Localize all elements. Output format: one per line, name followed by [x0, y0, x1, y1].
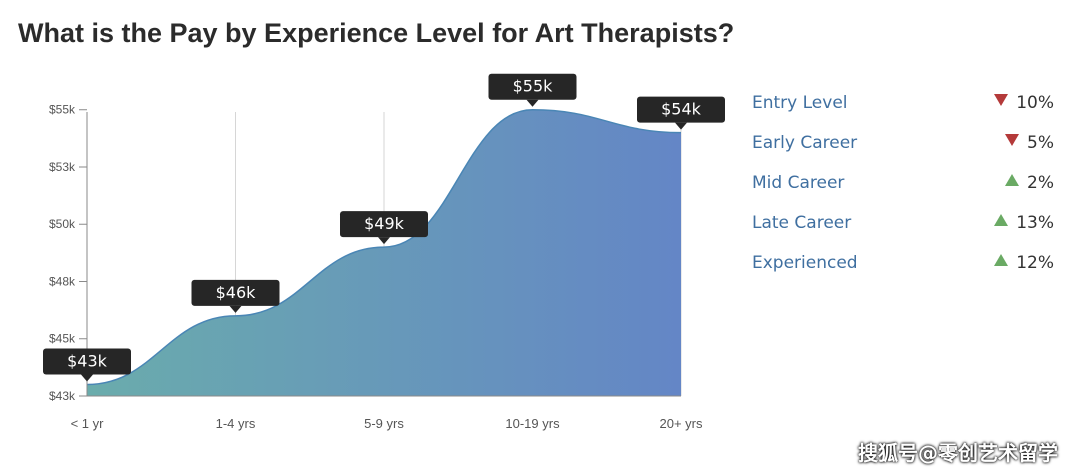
experience-legend: Entry Level 10% Early Career 5% Mid Care… — [752, 90, 1062, 290]
x-tick-label: 20+ yrs — [660, 416, 703, 431]
legend-change: 12% — [994, 253, 1054, 273]
x-tick-label: < 1 yr — [71, 416, 105, 431]
data-label-pointer — [378, 237, 390, 245]
triangle-down-icon — [1005, 134, 1020, 146]
data-label-pointer — [81, 374, 93, 382]
data-label: $54k — [637, 96, 725, 130]
data-label-text: $46k — [216, 283, 257, 302]
area-series — [87, 109, 681, 397]
legend-label[interactable]: Early Career — [752, 133, 858, 153]
data-label: $43k — [43, 348, 131, 382]
pay-area-chart: $43k $45k $48k $50k $53k $55k < 1 yr 1-4 yrs 5-9… — [43, 73, 725, 431]
data-label: $55k — [488, 73, 577, 107]
triangle-up-icon — [994, 254, 1009, 266]
x-tick-label: 10-19 yrs — [505, 416, 560, 431]
triangle-down-icon — [994, 94, 1009, 106]
area-outline — [86, 108, 682, 386]
legend-change: 2% — [1005, 173, 1054, 193]
data-label-text: $49k — [364, 214, 405, 233]
y-tick-label: $55k — [49, 103, 76, 117]
data-label-pointer — [229, 305, 242, 313]
legend-label[interactable]: Late Career — [752, 213, 852, 233]
y-tick-label: $50k — [49, 217, 76, 231]
legend-label[interactable]: Entry Level — [752, 93, 848, 113]
x-tick-label: 1-4 yrs — [216, 416, 256, 431]
legend-row-early-career: Early Career 5% — [752, 130, 1062, 170]
y-tick-label: $53k — [49, 160, 76, 174]
data-label-box — [637, 96, 725, 123]
data-label-text: $55k — [513, 77, 554, 96]
chart-title: What is the Pay by Experience Level for … — [18, 18, 735, 48]
legend-change: 5% — [1005, 133, 1054, 153]
data-label: $46k — [191, 279, 280, 313]
legend-row-mid-career: Mid Career 2% — [752, 170, 1062, 210]
legend-label[interactable]: Experienced — [752, 253, 858, 273]
watermark: 搜狐号@零创艺术留学 — [858, 441, 1058, 465]
legend-row-entry-level: Entry Level 10% — [752, 90, 1062, 130]
data-label-box — [43, 348, 131, 375]
data-label-text: $54k — [661, 100, 702, 119]
data-label-box — [488, 73, 577, 100]
data-label-pointer — [675, 122, 687, 130]
y-tick-label: $45k — [49, 332, 76, 346]
legend-change: 10% — [994, 93, 1054, 113]
legend-row-late-career: Late Career 13% — [752, 210, 1062, 250]
x-tick-label: 5-9 yrs — [364, 416, 404, 431]
triangle-up-icon — [994, 214, 1009, 226]
y-tick-label: $43k — [49, 389, 76, 403]
data-label-box — [191, 279, 280, 306]
data-label-text: $43k — [67, 352, 108, 371]
legend-change: 13% — [994, 213, 1054, 233]
legend-row-experienced: Experienced 12% — [752, 250, 1062, 290]
data-label-box — [340, 211, 428, 238]
legend-label[interactable]: Mid Career — [752, 173, 845, 193]
data-label-pointer — [526, 99, 539, 107]
y-tick-label: $48k — [49, 274, 76, 288]
triangle-up-icon — [1005, 174, 1020, 186]
data-label: $49k — [340, 211, 428, 245]
